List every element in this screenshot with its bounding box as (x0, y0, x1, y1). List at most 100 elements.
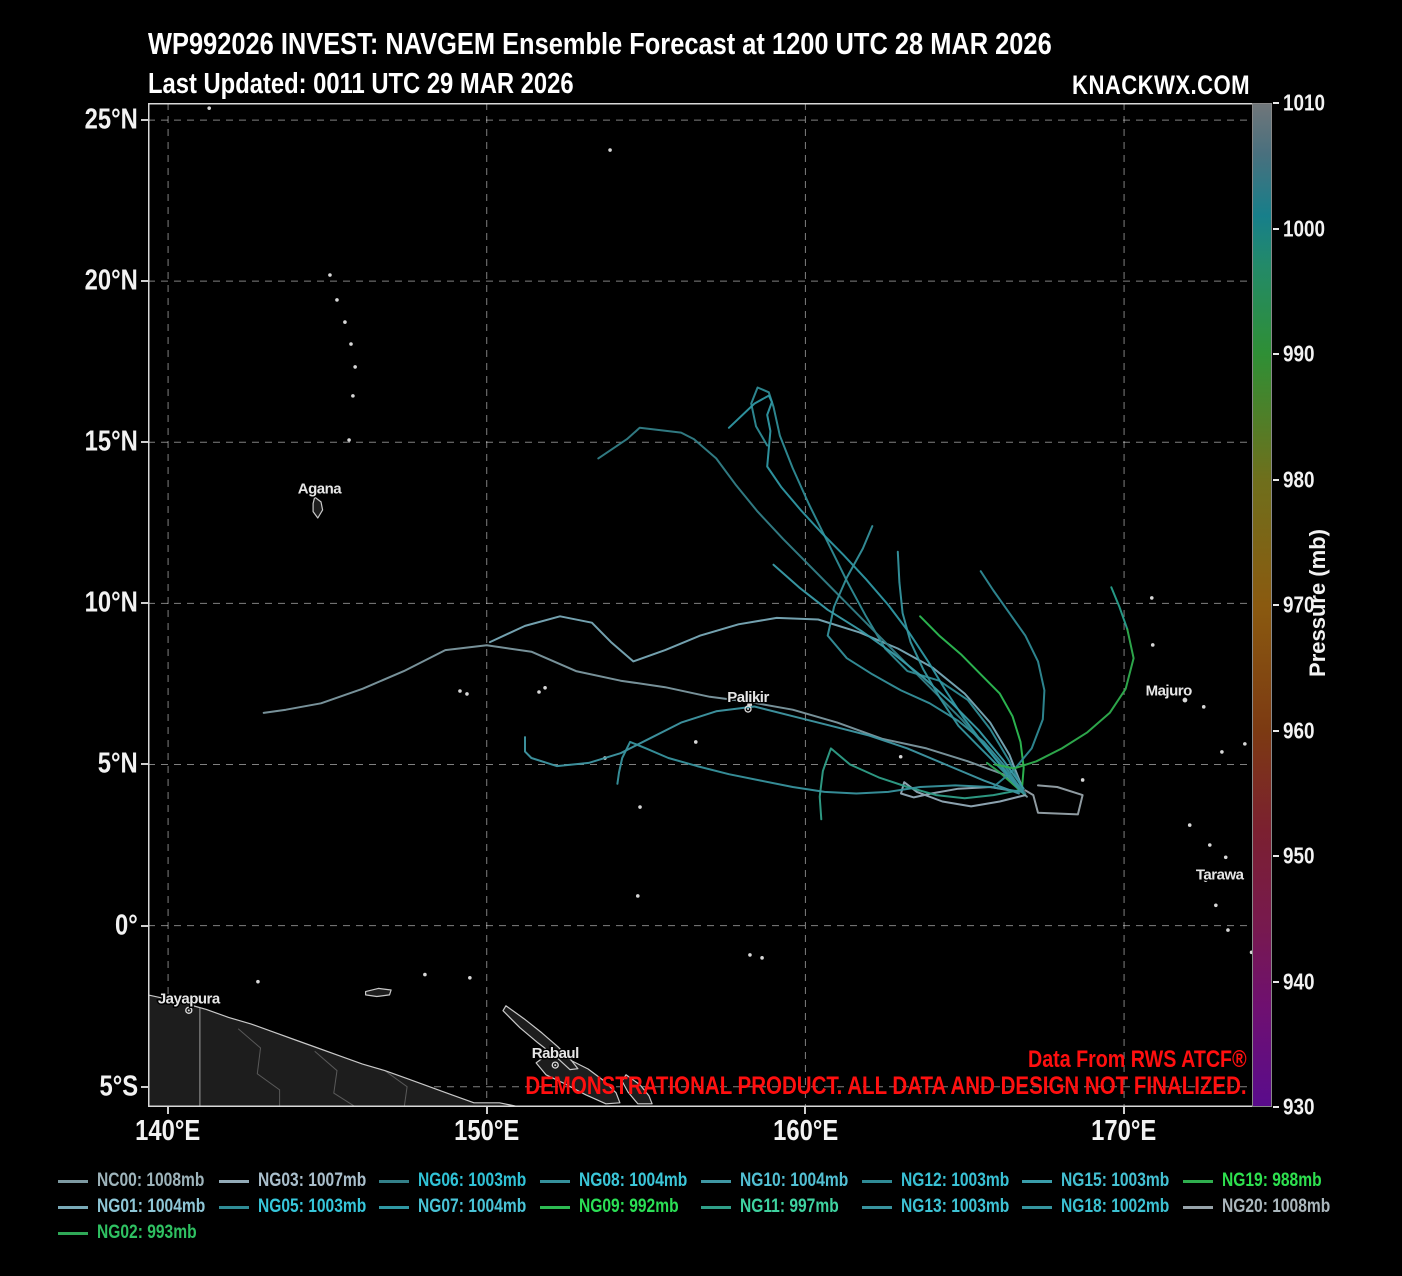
place-label-palikir: Palikir (727, 689, 769, 706)
lat-tick-mark (141, 441, 148, 444)
legend-item-ng08: NG08: 1004mb (540, 1170, 711, 1192)
legend-swatch-ng18 (1022, 1205, 1053, 1209)
island-dot (207, 106, 211, 110)
lon-tick-label: 170°E (1091, 1115, 1157, 1147)
colorbar-tick-mark (1273, 1106, 1279, 1108)
legend-swatch-ng11 (700, 1205, 731, 1209)
lat-tick-mark (141, 1085, 148, 1088)
page-title: WP992026 INVEST: NAVGEM Ensemble Forecas… (148, 26, 1250, 62)
legend-swatch-ng01 (58, 1205, 88, 1209)
country-border (314, 1050, 360, 1110)
island-dot (1170, 690, 1174, 694)
legend-label-ng13: NG13: 1003mb (900, 1196, 1009, 1217)
island-dot (1187, 823, 1192, 827)
island-dot (693, 740, 698, 744)
legend-swatch-ng12 (861, 1179, 892, 1183)
track-NG18 (896, 550, 1020, 790)
island-dot (349, 342, 353, 346)
page-subtitle: Last Updated: 0011 UTC 29 MAR 2026 (148, 68, 667, 101)
landmass (502, 1005, 579, 1071)
track-NG20 (1024, 784, 1084, 816)
island-dot (1214, 903, 1218, 908)
legend-item-ng19: NG19: 988mb (1182, 1170, 1343, 1192)
track-NG03 (900, 781, 1027, 808)
island-dot (465, 692, 469, 696)
legend-label-ng10: NG10: 1004mb (739, 1170, 849, 1191)
lat-tick-label: 0° (115, 909, 138, 942)
track-NG15 (772, 563, 1025, 790)
legend-item-ng20: NG20: 1008mb (1182, 1196, 1354, 1218)
landmass (147, 994, 520, 1110)
track-NG06 (597, 426, 1027, 795)
map-canvas: Agana Palikir Majuro Tarawa Jayapura Rabaul (147, 103, 1256, 1110)
legend-swatch-ng10 (700, 1179, 731, 1183)
track-NG05 (750, 386, 1025, 793)
legend-label-ng08: NG08: 1004mb (579, 1170, 688, 1191)
legend-swatch-ng05 (218, 1205, 249, 1209)
lat-tick-label: 10°N (84, 586, 138, 619)
colorbar-tick-mark (1273, 227, 1279, 230)
subtitle-text: Last Updated: 0011 UTC 29 MAR 2026 (148, 68, 574, 100)
legend-swatch-ng07 (379, 1205, 410, 1209)
island-dot (537, 690, 541, 694)
data-source-note: Data From RWS ATCF® (980, 1046, 1247, 1074)
island-dot (1201, 705, 1206, 709)
legend-swatch-ng19 (1182, 1179, 1213, 1183)
legend-label-ng09: NG09: 992mb (579, 1196, 679, 1217)
branding-text: KNACKWX.COM (1072, 70, 1250, 100)
colorbar-tick-label: 1000 (1283, 215, 1325, 241)
legend-swatch-ng15 (1022, 1179, 1053, 1183)
city-marker (744, 705, 752, 713)
island-dot (1149, 596, 1154, 600)
place-label-jayapura: Jayapura (158, 990, 221, 1007)
lat-tick-label: 25°N (84, 103, 138, 136)
island-dot (635, 894, 640, 898)
lat-tick-mark (141, 924, 148, 927)
lon-tick-label: 160°E (772, 1115, 838, 1147)
country-border (384, 1070, 408, 1110)
legend-label-ng20: NG20: 1008mb (1221, 1196, 1331, 1217)
lat-tick-mark (141, 119, 148, 122)
legend-swatch-ng13 (861, 1205, 892, 1209)
island-dot (343, 320, 347, 324)
colorbar-tick-mark (1273, 353, 1279, 355)
track-NG11 (818, 747, 1020, 821)
legend-item-ng05: NG05: 1003mb (218, 1196, 390, 1218)
island-dot (353, 365, 357, 369)
legend-label-nc00: NC00: 1008mb (97, 1170, 205, 1191)
island-dot (1220, 750, 1224, 754)
disclaimer-note: DEMONSTRATIONAL PRODUCT. ALL DATA AND DE… (367, 1072, 1247, 1101)
island-dot (468, 975, 472, 980)
legend-swatch-ng09 (540, 1205, 571, 1209)
colorbar-tick-label: 950 (1283, 842, 1315, 869)
landmass (621, 1074, 653, 1105)
island-dot (351, 394, 355, 398)
track-NG10 (524, 705, 1020, 795)
island-dot (328, 273, 332, 277)
track-NG01 (488, 615, 1024, 788)
island-dot (1207, 843, 1212, 847)
place-label-tarawa: Tarawa (1196, 866, 1245, 883)
legend-item-ng01: NG01: 1004mb (58, 1196, 229, 1218)
track-NG08 (826, 525, 1025, 795)
map-border (148, 103, 1256, 1107)
island-dot (347, 438, 351, 442)
legend-label-ng12: NG12: 1003mb (900, 1170, 1009, 1191)
track-NG19 (994, 628, 1135, 770)
island-dot (760, 956, 764, 960)
city-marker-dot (747, 708, 750, 711)
title-text: WP992026 INVEST: NAVGEM Ensemble Forecas… (148, 26, 1052, 61)
colorbar-tick-mark (1273, 478, 1279, 481)
legend-item-ng15: NG15: 1003mb (1022, 1170, 1193, 1192)
colorbar-tick-label: 980 (1283, 466, 1315, 492)
island-dot (1223, 855, 1228, 860)
place-label-rabaul: Rabaul (532, 1045, 579, 1062)
island-dot (608, 148, 612, 152)
country-border (237, 1028, 281, 1110)
island-dot (898, 754, 903, 759)
legend-item-ng02: NG02: 993mb (58, 1222, 218, 1244)
legend-swatch-ng03 (218, 1179, 249, 1183)
lon-tick-mark (1123, 1107, 1126, 1114)
legend-item-ng11: NG11: 997mb (700, 1196, 860, 1218)
